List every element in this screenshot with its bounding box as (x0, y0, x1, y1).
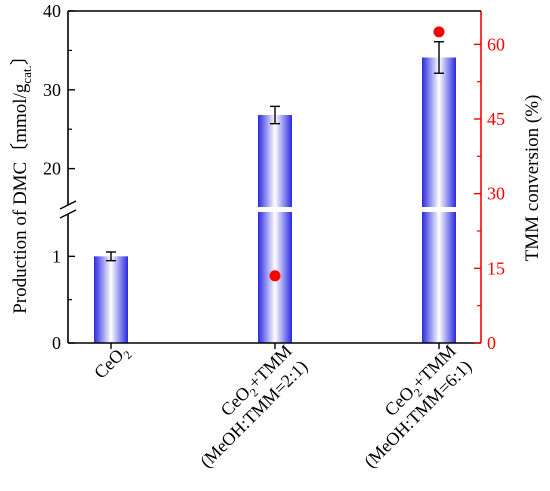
y-left-tick-label: 30 (43, 80, 61, 100)
y-right-tick-label: 60 (487, 34, 505, 54)
y-left-tick-label: 20 (43, 159, 61, 179)
error-bars-layer (106, 41, 444, 262)
bar (258, 115, 292, 344)
conversion-point (433, 26, 445, 38)
y-left-tick-label: 0 (52, 333, 61, 353)
conversion-point (269, 270, 281, 282)
left-ticks: 0 1 20 30 40 (43, 1, 75, 353)
markers-layer (269, 26, 445, 282)
axis-break (59, 200, 77, 219)
error-bar (270, 105, 280, 125)
y-right-tick-label: 15 (487, 258, 505, 278)
y-axis-left-label: Production of DMC〔mmol/gcat.〕 (9, 46, 34, 314)
error-bar (106, 251, 116, 262)
y-right-tick-label: 45 (487, 109, 505, 129)
x-tick-labels: CeO2 CeO2+TMM(MeOH:TMM=2:1) CeO2+TMM(MeOH:… (90, 341, 476, 473)
x-tick-label: CeO2+TMM(MeOH:TMM=6:1) (360, 341, 476, 473)
svg-text:CeO2: CeO2 (90, 341, 135, 386)
error-bar (434, 41, 444, 74)
y-right-tick-label: 0 (487, 333, 496, 353)
y-left-tick-label: 1 (52, 246, 61, 266)
bar (422, 57, 456, 343)
right-ticks: 0 15 30 45 60 (474, 34, 505, 353)
x-tick-label: CeO2 (90, 341, 135, 386)
y-right-tick-label: 30 (487, 184, 505, 204)
y-left-tick-label: 40 (43, 1, 61, 21)
bar-break-gap (257, 207, 293, 212)
bar-break-gap (421, 207, 457, 212)
y-axis-right-label: TMM conversion (%) (522, 95, 543, 262)
x-tick-label: CeO2+TMM(MeOH:TMM=2:1) (196, 341, 312, 473)
bars-layer (94, 57, 457, 344)
bar (94, 256, 128, 343)
